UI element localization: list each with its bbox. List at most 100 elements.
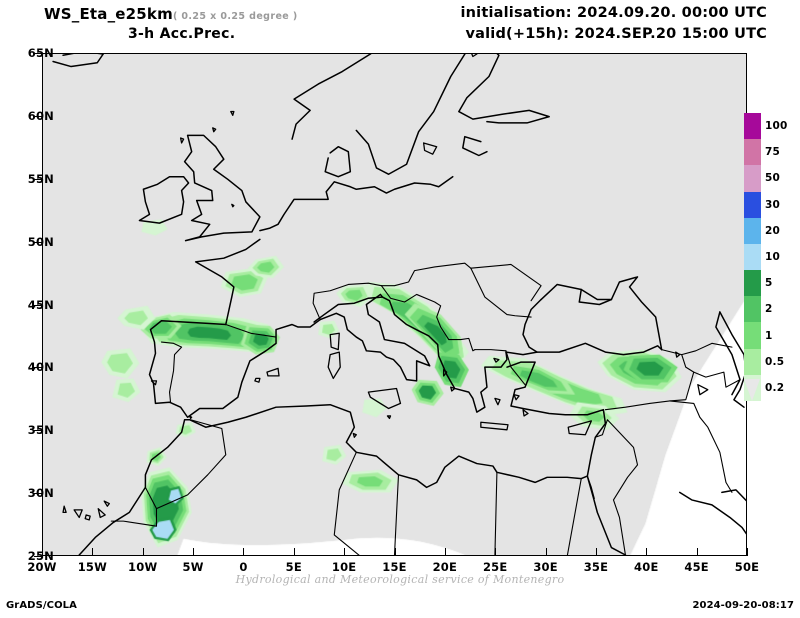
y-axis-tick-mark — [34, 493, 42, 495]
x-axis-tick-label: 5E — [285, 560, 302, 574]
colorbar-band — [744, 243, 761, 271]
x-axis-tick-mark — [646, 548, 648, 556]
coastline-path — [422, 142, 438, 155]
coastline-path — [52, 54, 104, 68]
model-resolution: ( 0.25 x 0.25 degree ) — [172, 11, 298, 22]
model-name-title: WS_Eta_e25km( 0.25 x 0.25 degree ) — [44, 5, 298, 23]
coastline-path — [393, 474, 400, 555]
coastline-path — [715, 311, 741, 396]
x-axis-tick-mark — [495, 548, 497, 556]
x-axis-tick-label: 45E — [684, 560, 709, 574]
coastline-path — [179, 137, 185, 144]
coastline-path — [594, 419, 639, 555]
colorbar-tick-label: 30 — [765, 198, 781, 211]
coastline-path — [494, 397, 501, 406]
colorbar-band — [744, 322, 761, 350]
coastline-path — [266, 367, 280, 377]
coastline-path — [103, 500, 110, 507]
x-axis-tick-label: 20E — [432, 560, 458, 574]
chart-header: WS_Eta_e25km( 0.25 x 0.25 degree ) 3-h A… — [0, 0, 800, 52]
coastline-path — [367, 387, 402, 410]
coastline-path — [291, 54, 372, 140]
x-axis-tick-label: 35E — [583, 560, 609, 574]
coastline-path — [144, 486, 158, 510]
colorbar-band — [744, 139, 761, 166]
initialisation-time: initialisation: 2024.09.20. 00:00 UTC — [460, 5, 767, 21]
colorbar-tick-label: 2 — [765, 303, 773, 316]
x-axis-tick-mark — [243, 548, 245, 556]
x-axis-tick-label: 10W — [128, 560, 158, 574]
x-axis-tick-label: 15W — [77, 560, 107, 574]
x-axis-tick-mark — [142, 548, 144, 556]
colorbar-tick-label: 100 — [765, 120, 788, 133]
coastline-path — [319, 293, 508, 413]
x-axis-tick-label: 25E — [482, 560, 508, 574]
colorbar-tick-label: 0.5 — [765, 355, 785, 368]
y-axis-tick-mark — [34, 304, 42, 306]
colorbar-band — [744, 191, 761, 219]
x-axis-tick-label: 15E — [382, 560, 407, 574]
coastline-path — [386, 415, 392, 420]
colorbar-band — [744, 296, 761, 323]
y-axis-tick-mark — [34, 53, 42, 54]
colorbar-band — [744, 113, 761, 140]
x-axis-tick-mark — [394, 548, 396, 556]
coastline-overlay — [52, 54, 746, 555]
coastline-path — [110, 419, 227, 527]
x-axis-tick-mark — [193, 548, 195, 556]
footer-timestamp: 2024-09-20-08:17 — [692, 600, 794, 611]
coastline-path — [188, 415, 193, 420]
coastline-path — [327, 351, 341, 380]
coastline-path — [505, 342, 663, 356]
coastline-path — [313, 296, 384, 323]
coastline-path — [474, 349, 507, 352]
coastline-path — [148, 318, 321, 418]
coastline-path — [678, 491, 746, 535]
colorbar-underflow-arrow-bottom — [744, 379, 760, 401]
y-axis-tick-mark — [34, 178, 42, 180]
colorbar-band — [744, 217, 761, 245]
coastline-path — [183, 134, 261, 242]
coastline-path — [470, 267, 532, 318]
y-axis-tick-mark — [34, 115, 42, 117]
colorbar-band — [744, 348, 761, 376]
x-axis-tick-label: 50E — [734, 560, 760, 574]
colorbar-tick-label: 50 — [765, 172, 781, 185]
coastline-path — [669, 400, 733, 493]
coastline-path — [380, 285, 476, 352]
x-axis-tick-mark — [444, 548, 446, 556]
coastline-path — [352, 432, 357, 438]
coastline-path — [493, 357, 500, 363]
coastline-path — [540, 276, 663, 351]
coastline-path — [150, 380, 158, 386]
coastline-path — [443, 368, 448, 377]
x-axis-tick-label: 40E — [634, 560, 659, 574]
x-axis-tick-mark — [747, 548, 748, 556]
coastline-path — [661, 342, 733, 356]
x-axis-tick-label: 10E — [331, 560, 357, 574]
coastline-path — [513, 393, 520, 401]
map-plot-area — [42, 53, 747, 556]
coastline-path — [566, 478, 582, 555]
colorbar-tick-label: 10 — [765, 251, 781, 263]
coastline-path — [78, 361, 607, 555]
coastline-path — [259, 175, 454, 232]
coastline-path — [522, 409, 529, 417]
coastline-path — [138, 175, 190, 224]
coastline-path — [312, 282, 382, 321]
coastline-path — [697, 384, 709, 396]
coastline-path — [73, 509, 83, 519]
coastline-path — [471, 54, 478, 58]
x-axis-tick-mark — [545, 548, 547, 556]
coastline-path — [230, 110, 235, 117]
coastline-path — [329, 332, 340, 351]
x-axis-tick-label: 20W — [27, 560, 57, 574]
colorbar — [744, 113, 761, 402]
x-axis-tick-label: 30E — [533, 560, 558, 574]
colorbar-tick-label: 75 — [765, 146, 781, 159]
y-axis-tick-mark — [34, 430, 42, 432]
coastline-path — [586, 475, 627, 555]
coastline-path — [231, 203, 235, 208]
coastline-path — [470, 263, 542, 302]
x-axis-tick-mark — [595, 548, 597, 556]
